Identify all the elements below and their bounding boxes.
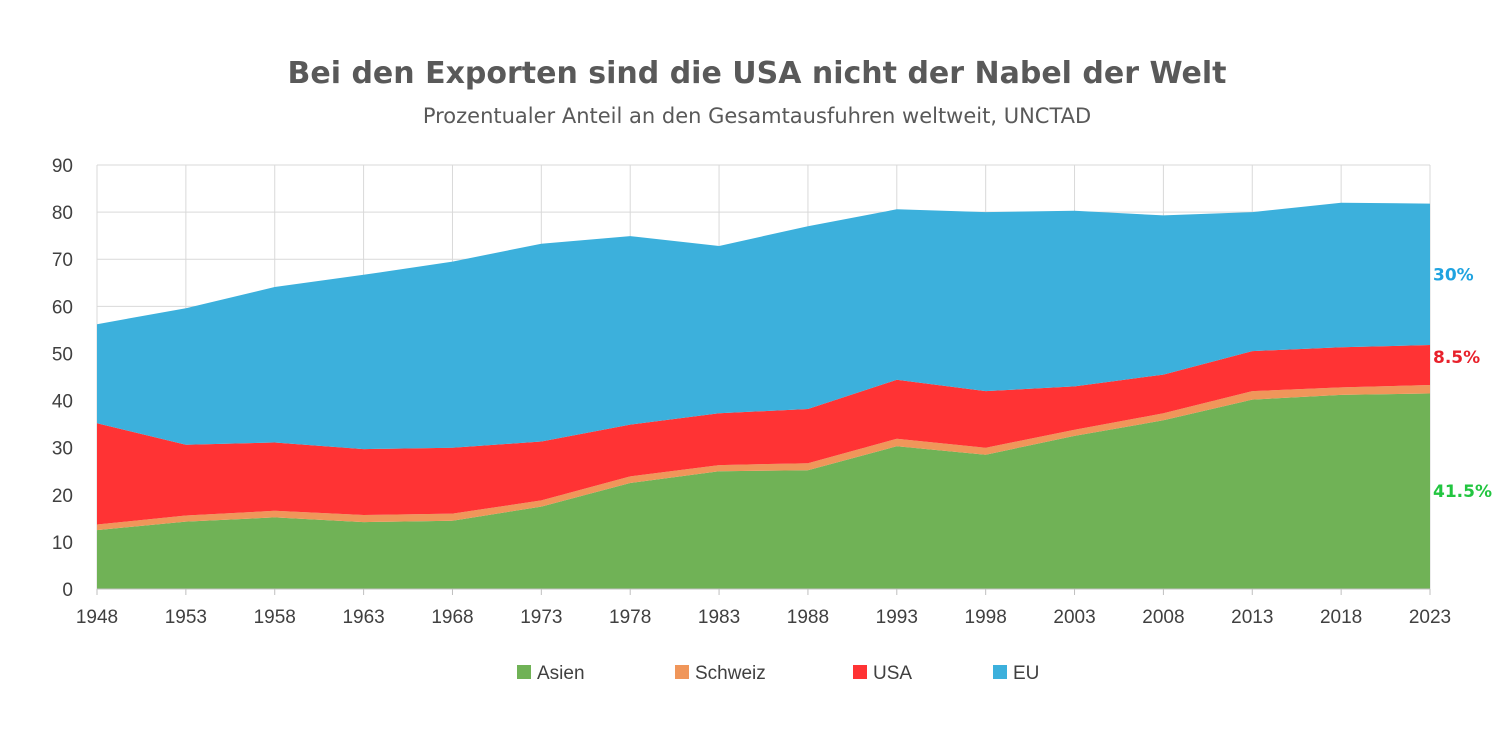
y-tick-label: 50 <box>52 344 73 365</box>
x-tick-label: 1983 <box>698 607 740 628</box>
legend-label: Schweiz <box>695 663 766 684</box>
end-label-asien: 41.5% <box>1433 482 1492 502</box>
x-tick-label: 1963 <box>342 607 384 628</box>
end-label-eu: 30% <box>1433 265 1474 285</box>
legend-swatch <box>517 665 531 679</box>
legend: Asien Schweiz USA EU <box>517 663 1039 684</box>
legend-item-usa: USA <box>853 663 912 684</box>
area-asien <box>97 393 1430 589</box>
legend-swatch <box>675 665 689 679</box>
y-tick-label: 10 <box>52 533 73 554</box>
legend-item-asien: Asien <box>517 663 585 684</box>
x-tick-label: 1978 <box>609 607 651 628</box>
legend-swatch <box>853 665 867 679</box>
legend-item-eu: EU <box>993 663 1039 684</box>
legend-item-schweiz: Schweiz <box>675 663 766 684</box>
y-tick-label: 80 <box>52 203 73 224</box>
axes: 0 10 20 30 40 50 60 70 80 90 1948 1953 1958 1963 1968 1… <box>52 156 1451 628</box>
x-tick-label: 1968 <box>431 607 473 628</box>
legend-label: EU <box>1013 663 1039 684</box>
x-tick-label: 1998 <box>965 607 1007 628</box>
chart-title: Bei den Exporten sind die USA nicht der … <box>288 56 1227 91</box>
chart-subtitle: Prozentualer Anteil an den Gesamtausfuhr… <box>423 104 1091 128</box>
y-tick-label: 0 <box>62 580 73 601</box>
end-label-usa: 8.5% <box>1433 348 1480 368</box>
x-tick-label: 1973 <box>520 607 562 628</box>
end-labels: 30% 8.5% 41.5% <box>1433 265 1492 502</box>
x-tick-label: 1988 <box>787 607 829 628</box>
x-tick-label: 2013 <box>1231 607 1273 628</box>
x-tick-label: 2008 <box>1142 607 1184 628</box>
legend-swatch <box>993 665 1007 679</box>
x-tick-label: 2003 <box>1053 607 1095 628</box>
y-tick-label: 60 <box>52 297 73 318</box>
y-tick-label: 30 <box>52 439 73 460</box>
area-usa <box>97 345 1430 525</box>
legend-label: Asien <box>537 663 585 684</box>
x-tick-label: 2018 <box>1320 607 1362 628</box>
area-schweiz <box>97 385 1430 531</box>
x-tick-label: 1993 <box>876 607 918 628</box>
y-tick-label: 70 <box>52 250 73 271</box>
legend-label: USA <box>873 663 912 684</box>
y-tick-label: 90 <box>52 156 73 177</box>
area-eu <box>97 202 1430 450</box>
x-tick-label: 1958 <box>254 607 296 628</box>
y-tick-label: 40 <box>52 392 73 413</box>
x-tick-label: 2023 <box>1409 607 1451 628</box>
x-tick-label: 1953 <box>165 607 207 628</box>
y-tick-label: 20 <box>52 486 73 507</box>
stacked-areas <box>97 202 1430 589</box>
x-tick-label: 1948 <box>76 607 118 628</box>
